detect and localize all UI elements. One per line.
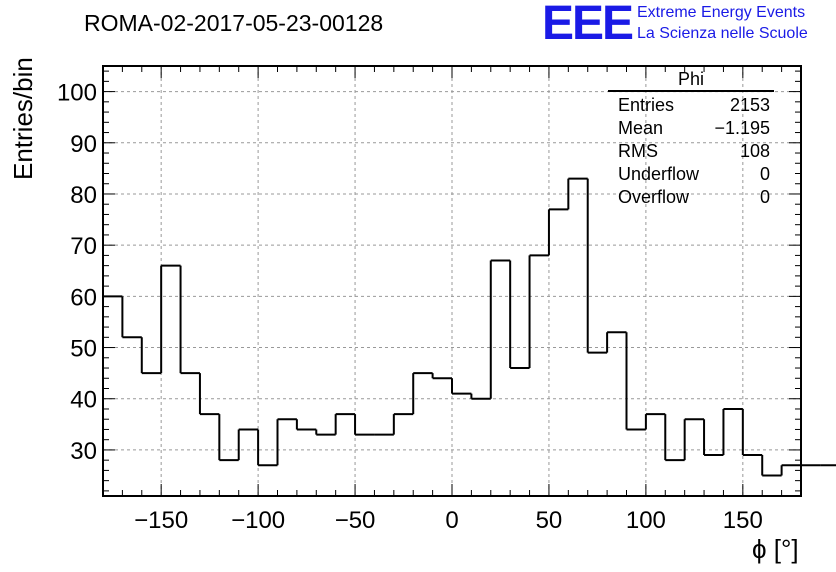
histogram-bin [470, 393, 491, 400]
stats-value: 108 [739, 141, 770, 161]
histogram-bin [528, 254, 549, 369]
histogram-bin [509, 260, 530, 370]
x-tick-label: 100 [626, 507, 666, 534]
chart-title: ROMA-02-2017-05-23-00128 [84, 10, 384, 36]
x-tick-label: −150 [134, 507, 188, 534]
histogram-bin [218, 414, 239, 462]
histogram-bin [586, 178, 608, 354]
y-axis-label: Entries/bin [8, 57, 38, 180]
histogram-bin [547, 208, 569, 256]
x-axis-label: ϕ [°] [752, 534, 799, 564]
x-tick-label: −100 [231, 507, 285, 534]
stats-label: Entries [618, 95, 675, 115]
histogram-bin [431, 373, 452, 380]
stats-label: RMS [618, 141, 658, 161]
y-tick-label: 100 [57, 80, 97, 107]
stats-row-underflow: Underflow 0 [608, 163, 774, 186]
stats-row-mean: Mean −1.195 [608, 117, 774, 140]
x-tick-label: 150 [723, 507, 763, 534]
histogram-bin [703, 419, 724, 457]
stats-value: 2153 [729, 95, 770, 115]
histogram-bin [489, 259, 511, 399]
x-tick-label: 50 [536, 507, 563, 534]
histogram-bin [625, 332, 646, 431]
histogram-bin [257, 429, 278, 467]
stats-row-entries: Entries 2153 [608, 94, 774, 117]
y-tick-label: 70 [70, 233, 97, 260]
histogram-bin [276, 418, 297, 466]
histogram-bin [121, 296, 142, 339]
stats-label: Underflow [618, 164, 700, 184]
histogram-bin [354, 414, 375, 436]
eee-logo: EEE [542, 0, 634, 50]
y-tick-label: 90 [70, 131, 97, 158]
plot-frame [102, 65, 802, 497]
y-tick-label: 50 [70, 336, 97, 363]
histogram-bin [451, 378, 472, 395]
histogram-bin [761, 455, 782, 477]
stats-row-overflow: Overflow 0 [608, 186, 774, 209]
x-tick-label: −50 [335, 507, 376, 534]
histogram-bin [315, 429, 336, 436]
histogram-bin [567, 177, 588, 210]
logo-tagline-2: La Scienza nelle Scuole [637, 25, 808, 42]
stats-value: −1.195 [714, 118, 770, 138]
y-tick-label: 80 [70, 182, 97, 209]
stats-value: 0 [759, 164, 770, 184]
stats-box: Phi Entries 2153 Mean −1.195 RMS 108 Und… [608, 68, 774, 209]
histogram-bin [683, 418, 705, 461]
histogram-bin [198, 373, 220, 416]
stats-title: Phi [608, 68, 774, 92]
histogram-bin [741, 408, 763, 457]
logo-tagline-1: Extreme Energy Events [637, 4, 806, 21]
histogram-bin [664, 414, 685, 462]
y-tick-label: 40 [70, 387, 97, 414]
histogram-bin [160, 264, 181, 374]
histogram-bin [237, 428, 259, 461]
y-tick-label: 60 [70, 284, 97, 311]
histogram-bin [295, 419, 317, 431]
stats-label: Overflow [618, 187, 690, 207]
histogram-bin [780, 464, 801, 476]
stats-value: 0 [759, 187, 770, 207]
histogram-bin [334, 413, 356, 435]
stats-label: Mean [618, 118, 664, 138]
histogram-bin [606, 331, 627, 353]
histogram-bin [392, 413, 414, 435]
histogram-bin [644, 413, 666, 430]
stats-row-rms: RMS 108 [608, 140, 774, 163]
histogram-bin [412, 372, 433, 415]
histogram-bin [179, 265, 200, 375]
histogram-bin [140, 337, 162, 375]
histogram-bin [722, 407, 743, 456]
x-tick-label: 0 [445, 507, 458, 534]
y-tick-label: 30 [70, 438, 97, 465]
